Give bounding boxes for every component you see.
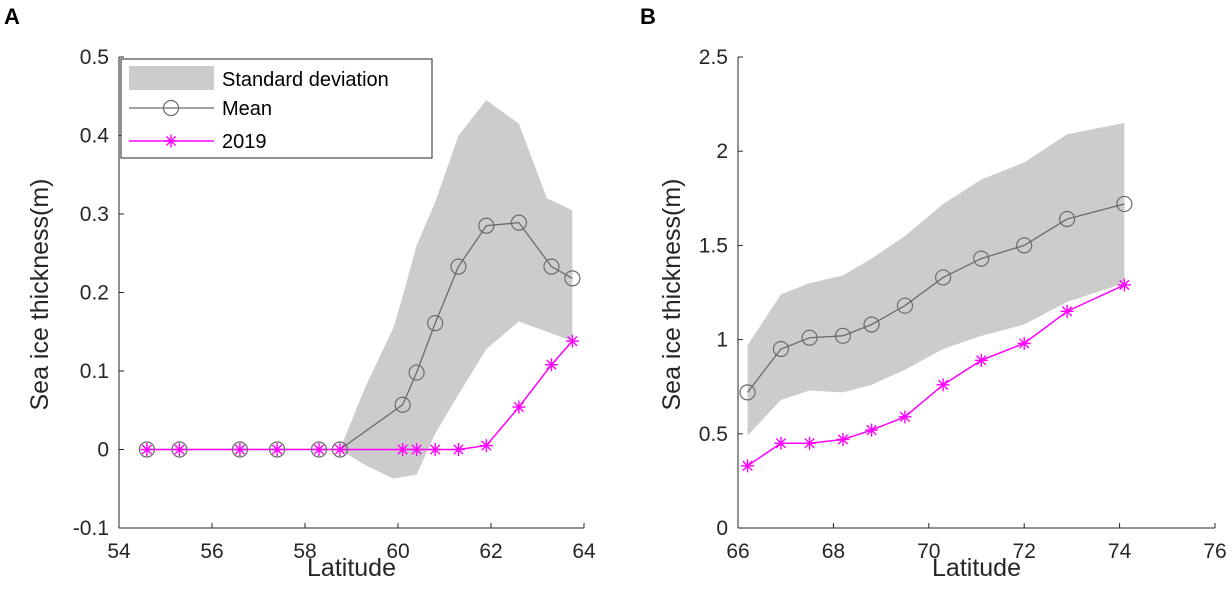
mean-point <box>310 441 328 458</box>
point-2019 <box>741 459 755 473</box>
y-tick-label: 1.5 <box>699 234 728 257</box>
point-2019 <box>974 353 988 367</box>
mean-point <box>1116 195 1133 213</box>
std-deviation-band <box>339 100 573 479</box>
point-2019 <box>936 378 950 392</box>
point-2019 <box>898 410 912 424</box>
mean-point <box>564 270 581 287</box>
x-tick-label: 68 <box>822 540 845 563</box>
point-2019 <box>396 443 410 456</box>
mean-point <box>1016 237 1033 254</box>
y-tick-label: 0 <box>716 517 728 540</box>
point-2019 <box>233 443 247 456</box>
mean-point <box>478 217 495 234</box>
series-line-mean <box>747 203 1125 393</box>
legend-label: Mean <box>222 98 272 120</box>
legend-std-swatch <box>129 66 214 90</box>
x-tick-label: 56 <box>200 540 223 563</box>
x-tick-label: 76 <box>1203 540 1226 563</box>
mean-point <box>834 327 852 344</box>
legend-label: Standard deviation <box>222 69 389 91</box>
point-2019 <box>512 400 526 414</box>
y-tick-label: 2 <box>716 140 728 163</box>
mean-point <box>171 441 188 458</box>
mean-point <box>739 384 756 401</box>
mean-point <box>408 364 425 381</box>
panel-label: A <box>4 4 20 29</box>
x-tick-label: 70 <box>917 540 940 563</box>
y-axis-label: Sea ice thickness(m) <box>658 178 686 410</box>
y-axis-label: Sea ice thickness(m) <box>26 178 54 410</box>
point-2019 <box>172 443 186 456</box>
point-2019 <box>451 443 465 456</box>
y-tick-label: 0.5 <box>80 46 109 69</box>
y-tick-label: 0.2 <box>80 282 109 305</box>
x-tick-label: 66 <box>726 540 749 563</box>
point-2019 <box>803 436 817 450</box>
mean-point <box>331 441 348 458</box>
legend: Standard deviation Mean 2019 <box>120 58 433 159</box>
point-2019 <box>774 436 788 450</box>
mean-point <box>973 250 990 267</box>
point-2019 <box>410 443 424 456</box>
x-tick-label: 64 <box>572 540 596 563</box>
x-tick-label: 74 <box>1108 540 1132 563</box>
y-tick-label: 0 <box>97 439 109 462</box>
x-tick-label: 54 <box>107 540 131 563</box>
x-tick-label: 72 <box>1013 540 1036 563</box>
point-2019 <box>312 443 326 456</box>
point-2019 <box>865 423 879 437</box>
x-tick-label: 58 <box>293 540 316 563</box>
mean-point <box>801 329 818 346</box>
point-2019 <box>565 334 579 348</box>
point-2019 <box>428 443 442 456</box>
mean-point <box>231 441 248 458</box>
legend-mean-marker <box>162 99 180 117</box>
y-tick-label: 0.1 <box>80 360 109 383</box>
mean-point <box>427 315 444 332</box>
mean-point <box>450 258 467 275</box>
mean-point <box>543 258 560 275</box>
mean-point <box>510 214 528 231</box>
x-axis-label: Latitude <box>932 554 1021 582</box>
point-2019 <box>1017 336 1031 350</box>
point-2019 <box>333 443 347 456</box>
x-tick-label: 62 <box>479 540 502 563</box>
point-2019 <box>270 443 284 456</box>
mean-point <box>1059 210 1076 228</box>
mean-point <box>269 441 286 458</box>
y-tick-label: -0.1 <box>73 517 109 540</box>
mean-point <box>863 316 880 333</box>
point-2019 <box>140 443 154 456</box>
mean-point <box>772 340 790 358</box>
mean-point <box>935 269 952 286</box>
point-2019 <box>1060 304 1074 318</box>
y-tick-label: 0.5 <box>699 423 728 446</box>
y-tick-label: 2.5 <box>699 46 728 69</box>
point-2019 <box>836 432 850 446</box>
y-tick-label: 0.3 <box>80 203 109 226</box>
panel-a: A 54 56 58 60 62 64 -0.1 0 0.1 0.2 0.3 0.4 0.5 Latitud… <box>4 4 596 582</box>
mean-point <box>138 441 155 458</box>
mean-point <box>896 297 914 314</box>
point-2019 <box>1117 278 1131 292</box>
legend-2019-marker <box>164 134 178 148</box>
y-tick-label: 1 <box>716 329 728 352</box>
mean-point <box>394 396 411 413</box>
legend-label: 2019 <box>222 131 267 153</box>
y-tick-label: 0.4 <box>80 125 110 148</box>
panel-b: B 66 68 70 72 74 76 0 0.5 1 1.5 2 2.5 Latitude Sea ice… <box>640 4 1227 582</box>
point-2019 <box>479 439 493 453</box>
panel-label: B <box>640 4 656 29</box>
point-2019 <box>544 358 558 372</box>
x-tick-label: 60 <box>386 540 409 563</box>
x-axis-label: Latitude <box>307 554 396 582</box>
